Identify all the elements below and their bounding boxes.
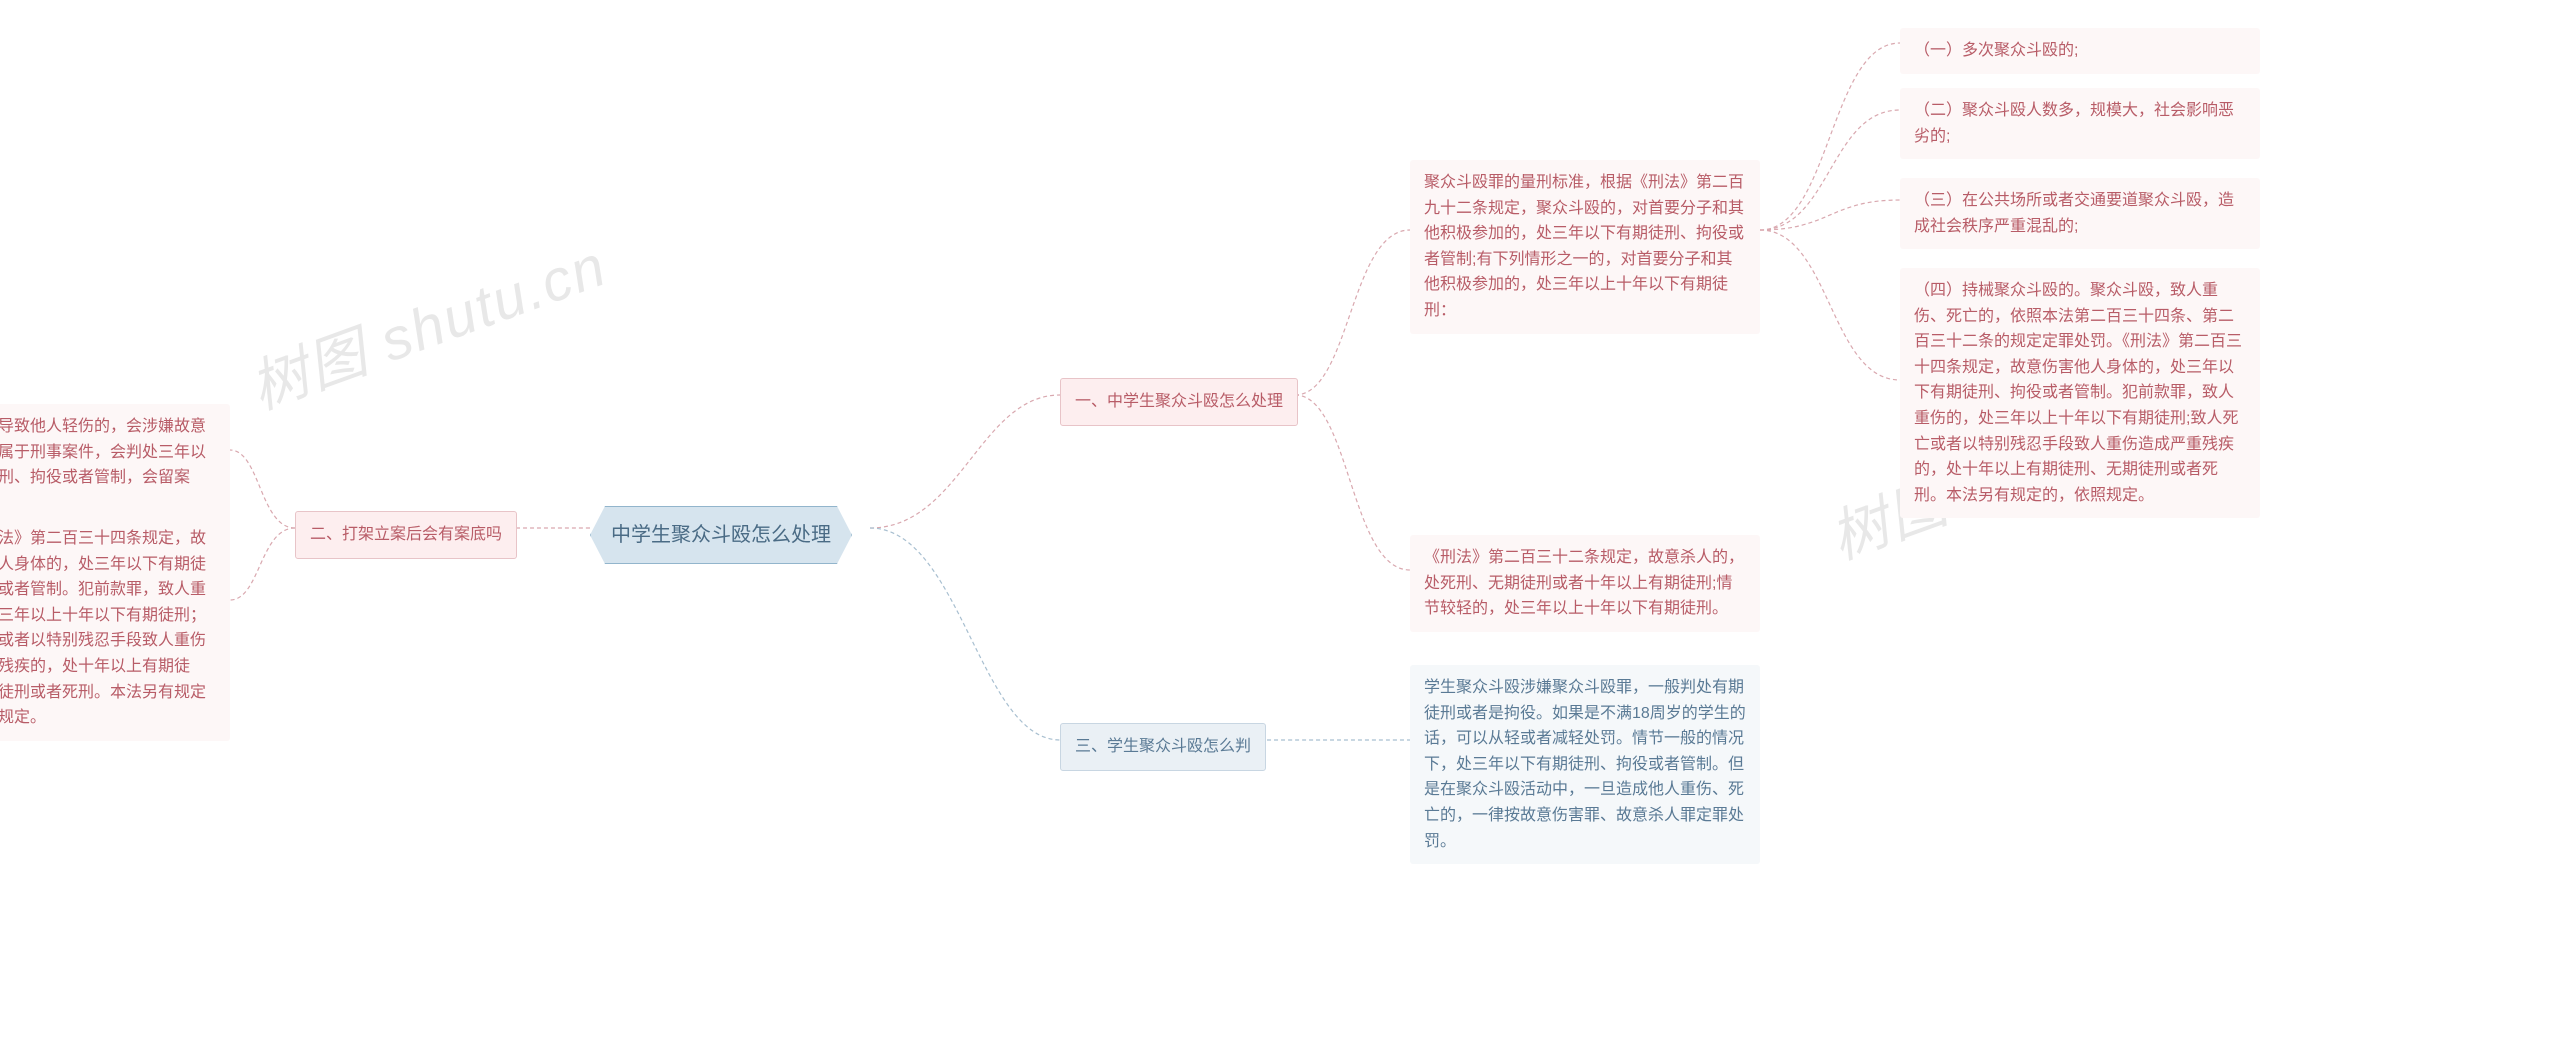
branch2-title[interactable]: 二、打架立案后会有案底吗 <box>295 511 517 559</box>
branch1-sub2: （二）聚众斗殴人数多，规模大，社会影响恶劣的; <box>1900 88 2260 159</box>
branch1-sub4: （四）持械聚众斗殴的。聚众斗殴，致人重伤、死亡的，依照本法第二百三十四条、第二百… <box>1900 268 2260 518</box>
branch3-title[interactable]: 三、学生聚众斗殴怎么判 <box>1060 723 1266 771</box>
branch1-sub1: （一）多次聚众斗殴的; <box>1900 28 2260 74</box>
branch1-sub3: （三）在公共场所或者交通要道聚众斗殴，造成社会秩序严重混乱的; <box>1900 178 2260 249</box>
branch3-child1: 学生聚众斗殴涉嫌聚众斗殴罪，一般判处有期徒刑或者是拘役。如果是不满18周岁的学生… <box>1410 665 1760 864</box>
watermark-1: 树图 shutu.cn <box>237 219 617 426</box>
root-node[interactable]: 中学生聚众斗殴怎么处理 <box>590 506 852 564</box>
branch2-child2: 根据《刑法》第二百三十四条规定，故意伤害他人身体的，处三年以下有期徒刑、拘役或者… <box>0 516 230 741</box>
branch1-child1: 聚众斗殴罪的量刑标准，根据《刑法》第二百九十二条规定，聚众斗殴的，对首要分子和其… <box>1410 160 1760 334</box>
branch1-title[interactable]: 一、中学生聚众斗殴怎么处理 <box>1060 378 1298 426</box>
branch1-child2: 《刑法》第二百三十二条规定，故意杀人的，处死刑、无期徒刑或者十年以上有期徒刑;情… <box>1410 535 1760 632</box>
branch2-child1: 若是打架导致他人轻伤的，会涉嫌故意伤人罪，属于刑事案件，会判处三年以下有期徒刑、… <box>0 404 230 526</box>
